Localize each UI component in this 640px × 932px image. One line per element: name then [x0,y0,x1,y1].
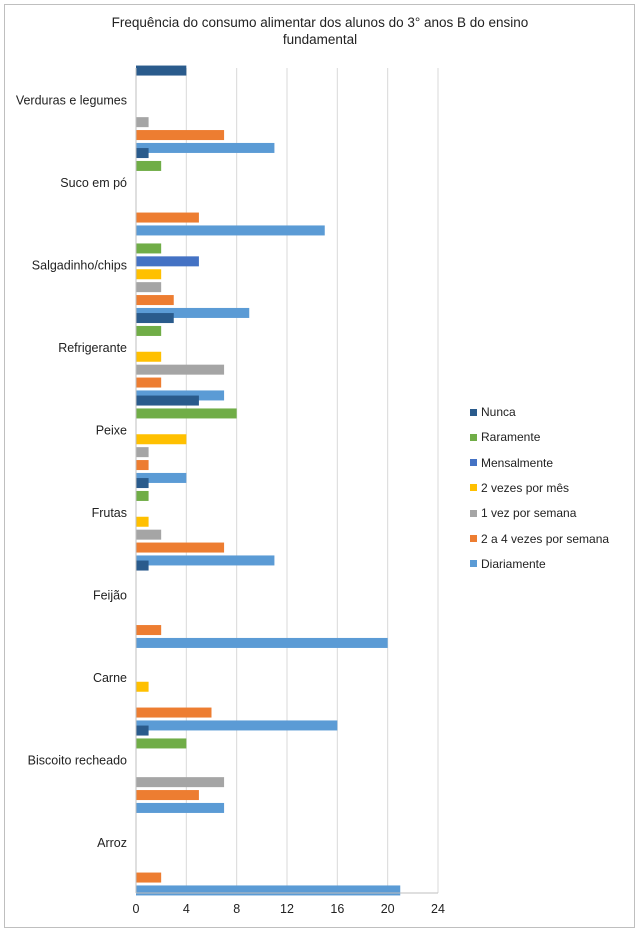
bar-2-1 [136,148,149,159]
bar-4-6 [136,377,162,388]
chart-frame [4,4,635,928]
legend-label: Nunca [481,405,516,419]
legend-item: 2 a 4 vezes por semana [470,532,609,546]
category-label: Biscoito recheado [28,754,127,768]
legend-swatch [470,535,477,542]
category-label: Salgadinho/chips [32,259,127,273]
chart-title-line-1: Frequência do consumo alimentar dos alun… [111,15,529,30]
category-label: Suco em pó [60,176,127,190]
bar-4-1 [136,313,174,324]
bar-7-6 [136,625,162,636]
bar-3-3 [136,256,199,267]
legend-label: Diariamente [481,556,546,571]
bar-2-7 [136,225,325,236]
x-tick-label: 20 [381,902,395,916]
legend-swatch [470,433,477,441]
bar-1-1 [136,65,187,76]
bar-3-7 [136,307,250,318]
x-tick-label: 12 [280,902,294,916]
x-tick-label: 16 [330,902,344,916]
legend-item: Raramente [470,430,540,444]
bar-6-6 [136,542,225,553]
legend-swatch [470,509,477,517]
legend-swatch [470,459,477,467]
x-tick-label: 0 [133,902,140,916]
bar-4-5 [136,364,225,375]
category-label: Arroz [97,836,127,850]
bar-7-7 [136,637,388,648]
bar-2-2 [136,160,162,171]
bar-6-2 [136,490,149,501]
x-tick-label: 24 [431,902,445,916]
bar-10-7 [136,885,401,896]
legend-swatch [470,408,477,416]
bar-6-5 [136,529,162,540]
bar-8-6 [136,707,212,718]
legend-item: Nunca [470,405,516,419]
bar-5-4 [136,434,187,445]
bar-5-6 [136,460,149,471]
category-label: Feijão [93,589,127,603]
chart-title-line-2: fundamental [282,32,358,47]
bar-1-7 [136,142,275,153]
bar-10-6 [136,872,162,883]
x-tick-label: 4 [183,902,190,916]
bar-9-5 [136,777,225,788]
bar-5-7 [136,472,187,483]
legend-label: Mensalmente [481,455,554,470]
bar-6-4 [136,516,149,527]
bar-5-5 [136,447,149,458]
legend-item: 2 vezes por mês [470,481,569,495]
bar-2-6 [136,212,199,223]
bar-1-5 [136,117,149,128]
bar-9-6 [136,790,199,801]
bar-6-7 [136,555,275,566]
bar-3-2 [136,243,162,254]
legend-label: 2 vezes por mês [481,480,570,495]
legend-swatch [470,560,477,568]
bar-8-4 [136,681,149,692]
bar-8-7 [136,720,338,731]
bar-4-7 [136,390,225,401]
category-label: Refrigerante [58,341,127,355]
x-tick-label: 8 [233,902,240,916]
legend-item: Diariamente [470,557,546,571]
bar-9-1 [136,725,149,736]
bar-3-6 [136,295,174,306]
bar-9-7 [136,802,225,813]
legend-label: Raramente [481,430,541,445]
bar-6-1 [136,478,149,489]
legend-label: 1 vez por semana [481,506,577,521]
bar-3-5 [136,282,162,293]
bar-4-2 [136,325,162,336]
legend-label: 2 a 4 vezes por semana [481,531,610,546]
bar-3-4 [136,269,162,280]
category-label: Verduras e legumes [16,94,127,108]
legend-swatch [470,484,477,492]
chart-title: Frequência do consumo alimentar dos alun… [60,14,580,48]
legend-item: 1 vez por semana [470,506,576,520]
category-label: Carne [93,671,127,685]
bar-5-1 [136,395,199,406]
bar-4-4 [136,351,162,362]
bar-7-1 [136,560,149,571]
bar-9-2 [136,738,187,749]
bar-1-6 [136,130,225,141]
bar-5-2 [136,408,237,419]
legend-item: Mensalmente [470,456,553,470]
category-label: Peixe [96,424,127,438]
category-label: Frutas [92,506,127,520]
